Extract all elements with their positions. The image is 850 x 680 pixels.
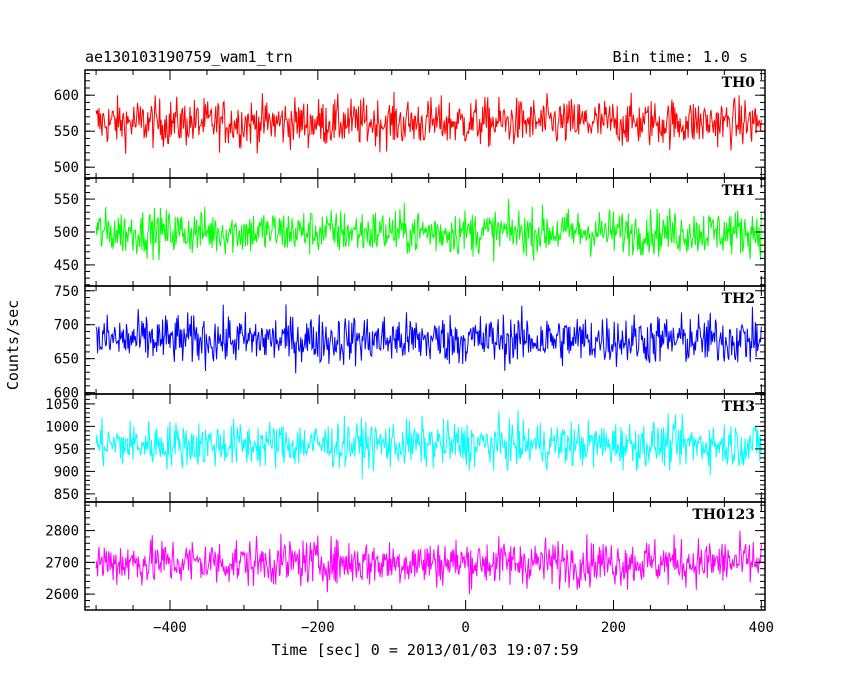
y-tick-label: 950 xyxy=(54,442,79,458)
y-tick-label: 600 xyxy=(54,88,79,104)
y-tick-label: 600 xyxy=(54,386,79,402)
series-line-th0123 xyxy=(95,530,762,595)
x-tick-label: −200 xyxy=(301,620,335,636)
y-tick-label: 500 xyxy=(54,160,79,176)
y-tick-label: 550 xyxy=(54,192,79,208)
x-axis-label: Time [sec] 0 = 2013/01/03 19:07:59 xyxy=(271,641,578,659)
y-tick-label: 900 xyxy=(54,464,79,480)
x-tick-label: −400 xyxy=(153,620,187,636)
panel-label: TH1 xyxy=(722,183,755,199)
y-tick-label: 750 xyxy=(54,284,79,300)
panel-label: TH2 xyxy=(722,291,755,307)
x-axis: −400 −200 0 200 400 xyxy=(153,620,774,636)
panel-th0123: 2600 2700 2800 TH0123 xyxy=(45,501,766,611)
panel-th0: 500 550 600 TH0 xyxy=(54,69,766,179)
panel-label: TH3 xyxy=(722,399,755,415)
y-tick-label: 1050 xyxy=(45,397,79,413)
x-tick-label: 400 xyxy=(749,620,774,636)
y-tick-label: 2700 xyxy=(45,555,79,571)
series-line-th1 xyxy=(95,199,762,262)
panel-label: TH0 xyxy=(722,75,756,91)
y-tick-label: 2600 xyxy=(45,587,79,603)
series-line-th2 xyxy=(95,304,762,374)
panel-th3: 850 900 950 1000 1050 TH3 xyxy=(45,393,766,503)
y-tick-label: 650 xyxy=(54,352,79,368)
y-axis-label: Counts/sec xyxy=(4,300,22,390)
series-line-th3 xyxy=(95,409,762,480)
y-tick-label: 450 xyxy=(54,258,79,274)
panel-label: TH0123 xyxy=(692,507,755,523)
y-tick-label: 850 xyxy=(54,487,79,503)
y-tick-label: 700 xyxy=(54,318,79,334)
panel-th1: 450 500 550 TH1 xyxy=(54,177,766,287)
y-tick-label: 550 xyxy=(54,124,79,140)
x-tick-label: 0 xyxy=(461,620,469,636)
panel-frame xyxy=(84,177,766,287)
y-tick-label: 1000 xyxy=(45,419,79,435)
panels-group: 500 550 600 TH0 450 500 550 TH1 600 650 700 750 TH2 8… xyxy=(45,69,766,611)
panel-th2: 600 650 700 750 TH2 xyxy=(54,284,766,402)
y-tick-label: 500 xyxy=(54,225,79,241)
x-tick-label: 200 xyxy=(601,620,626,636)
y-tick-label: 2800 xyxy=(45,524,79,540)
chart-title-right: Bin time: 1.0 s xyxy=(613,48,748,66)
panel-frame xyxy=(84,501,766,611)
chart-title-left: ae130103190759_wam1_trn xyxy=(85,48,293,66)
series-line-th0 xyxy=(95,91,762,154)
